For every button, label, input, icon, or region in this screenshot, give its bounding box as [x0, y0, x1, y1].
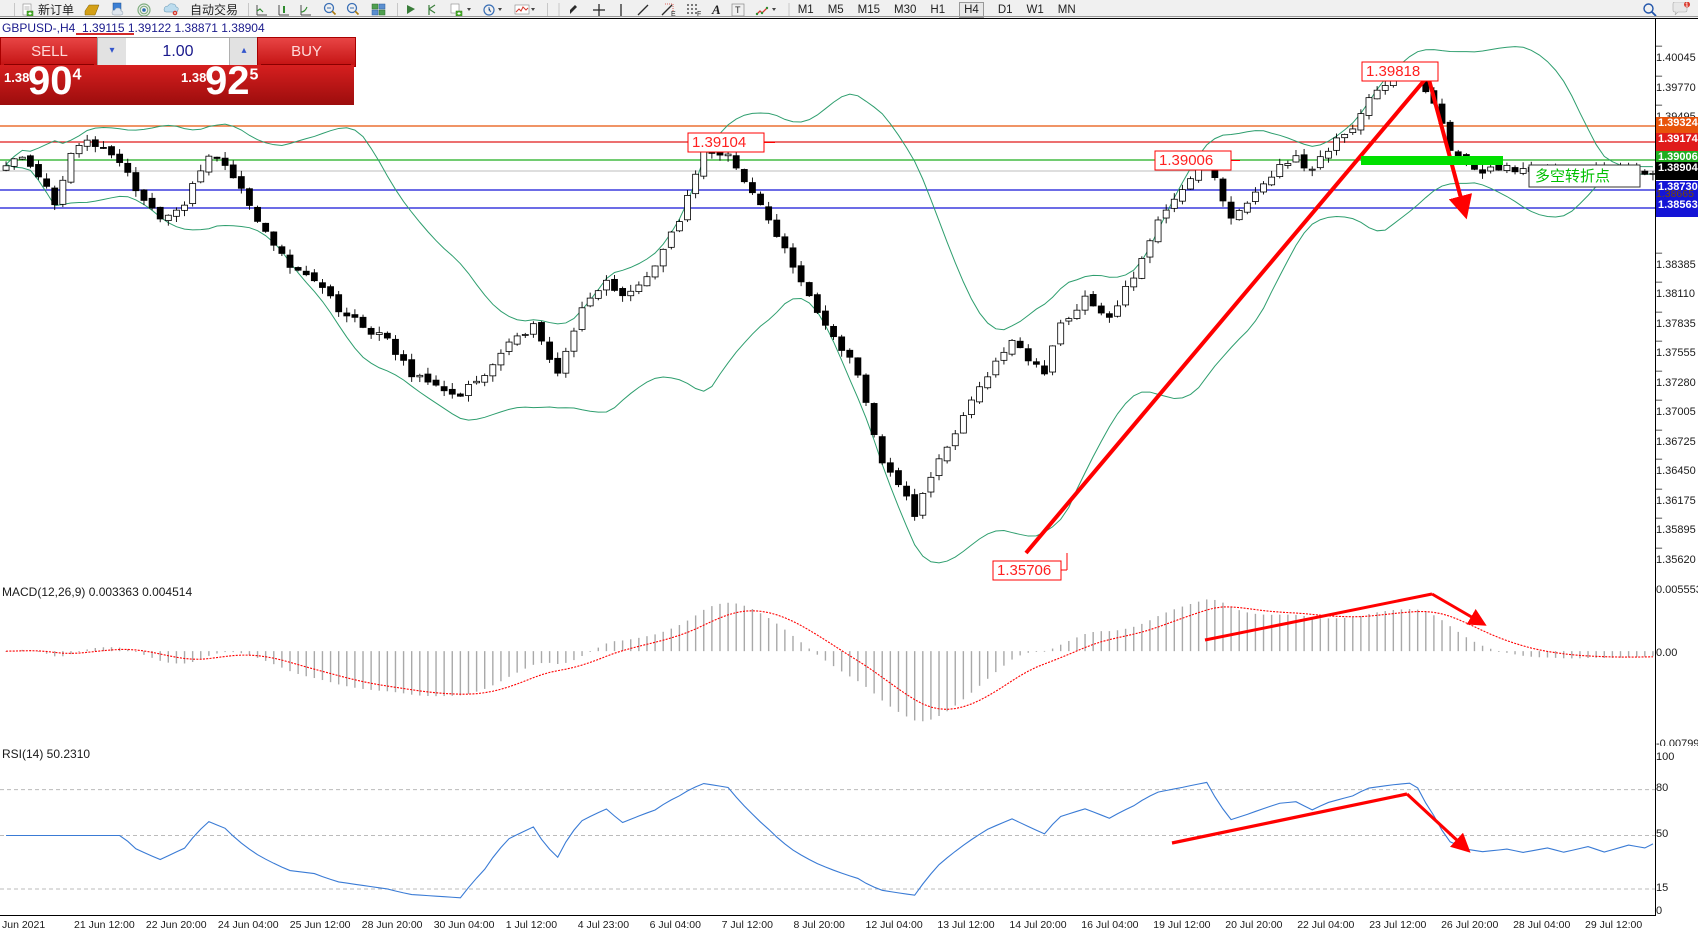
svg-text:多空转折点: 多空转折点: [1535, 168, 1610, 185]
svg-text:1.39818: 1.39818: [1366, 63, 1420, 80]
svg-text:T: T: [735, 5, 741, 15]
svg-text:1.39104: 1.39104: [692, 134, 746, 151]
svg-text:1: 1: [1685, 2, 1688, 8]
svg-text:1.39006: 1.39006: [1159, 152, 1213, 169]
svg-text:1.35706: 1.35706: [997, 562, 1051, 579]
